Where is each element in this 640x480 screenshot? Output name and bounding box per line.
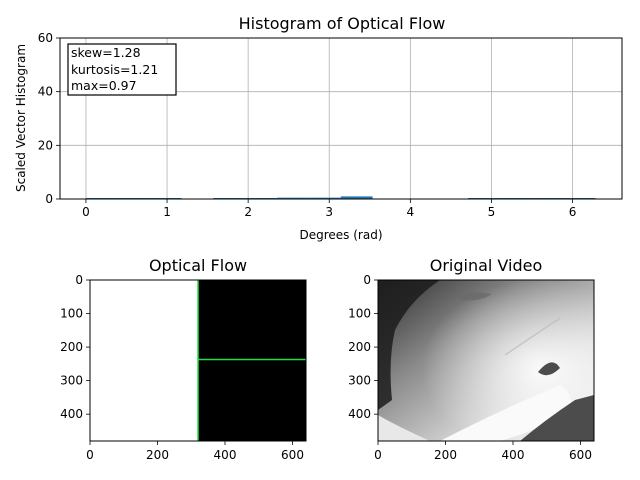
x-tick-label: 400 [214,448,237,462]
y-tick-label: 0 [363,273,371,287]
x-tick-label: 1 [163,205,171,219]
original-video-title: Original Video [430,256,543,275]
y-tick-label: 60 [38,31,53,45]
x-tick-label: 3 [325,205,333,219]
flow-right-region [198,280,306,441]
x-tick-label: 5 [488,205,496,219]
histogram-x-axis-label: Degrees (rad) [299,228,382,242]
x-tick-label: 0 [374,448,382,462]
histogram-title: Histogram of Optical Flow [239,14,446,33]
original-video-frame [377,279,595,442]
histogram-chart: Histogram of Optical Flow 0 1 2 3 4 5 60204060… [14,14,623,242]
x-tick-label: 200 [434,448,457,462]
original-video-frame-image [378,280,594,441]
optical-flow-frame [89,279,307,442]
y-tick-label: 0 [75,273,83,287]
histogram-bar [277,197,309,199]
y-tick-label: 40 [38,85,53,99]
y-tick-label: 200 [348,340,371,354]
original-video-ticks: 0 200 400 600 0 100 200 300 400 [348,273,592,462]
optical-flow-title: Optical Flow [149,256,247,275]
x-tick-label: 400 [502,448,525,462]
stats-max: max=0.97 [71,78,137,93]
optical-flow-ticks: 0 200 400 600 0 100 200 300 400 [60,273,304,462]
y-tick-label: 400 [348,407,371,421]
optical-flow-panel: Optical Flow 0 200 400 600 0 100 200 300 400 [60,256,307,462]
x-tick-label: 2 [244,205,252,219]
original-video-panel: Original Video 0 200 400 600 0 100 200 300 400 [348,256,595,462]
y-tick-label: 300 [348,374,371,388]
x-tick-label: 600 [569,448,592,462]
stats-annotation-box: skew=1.28 kurtosis=1.21 max=0.97 [67,43,177,96]
histogram-plot-frame [59,37,623,200]
y-tick-label: 100 [60,307,83,321]
stats-kurtosis: kurtosis=1.21 [71,62,158,77]
x-tick-label: 600 [281,448,304,462]
x-tick-label: 200 [146,448,169,462]
x-tick-label: 4 [407,205,415,219]
y-tick-label: 100 [348,307,371,321]
y-tick-label: 400 [60,407,83,421]
histogram-y-axis-label: Scaled Vector Histogram [14,44,28,192]
y-tick-label: 300 [60,374,83,388]
histogram-bar [308,197,341,199]
x-tick-label: 0 [86,448,94,462]
y-tick-label: 20 [38,138,53,152]
x-tick-label: 0 [82,205,90,219]
y-tick-label: 0 [45,192,53,206]
optical-flow-image [90,280,306,441]
histogram-bar [340,196,373,199]
flow-left-region [90,280,198,441]
y-tick-label: 200 [60,340,83,354]
stats-skew: skew=1.28 [71,45,141,60]
x-tick-label: 6 [569,205,577,219]
